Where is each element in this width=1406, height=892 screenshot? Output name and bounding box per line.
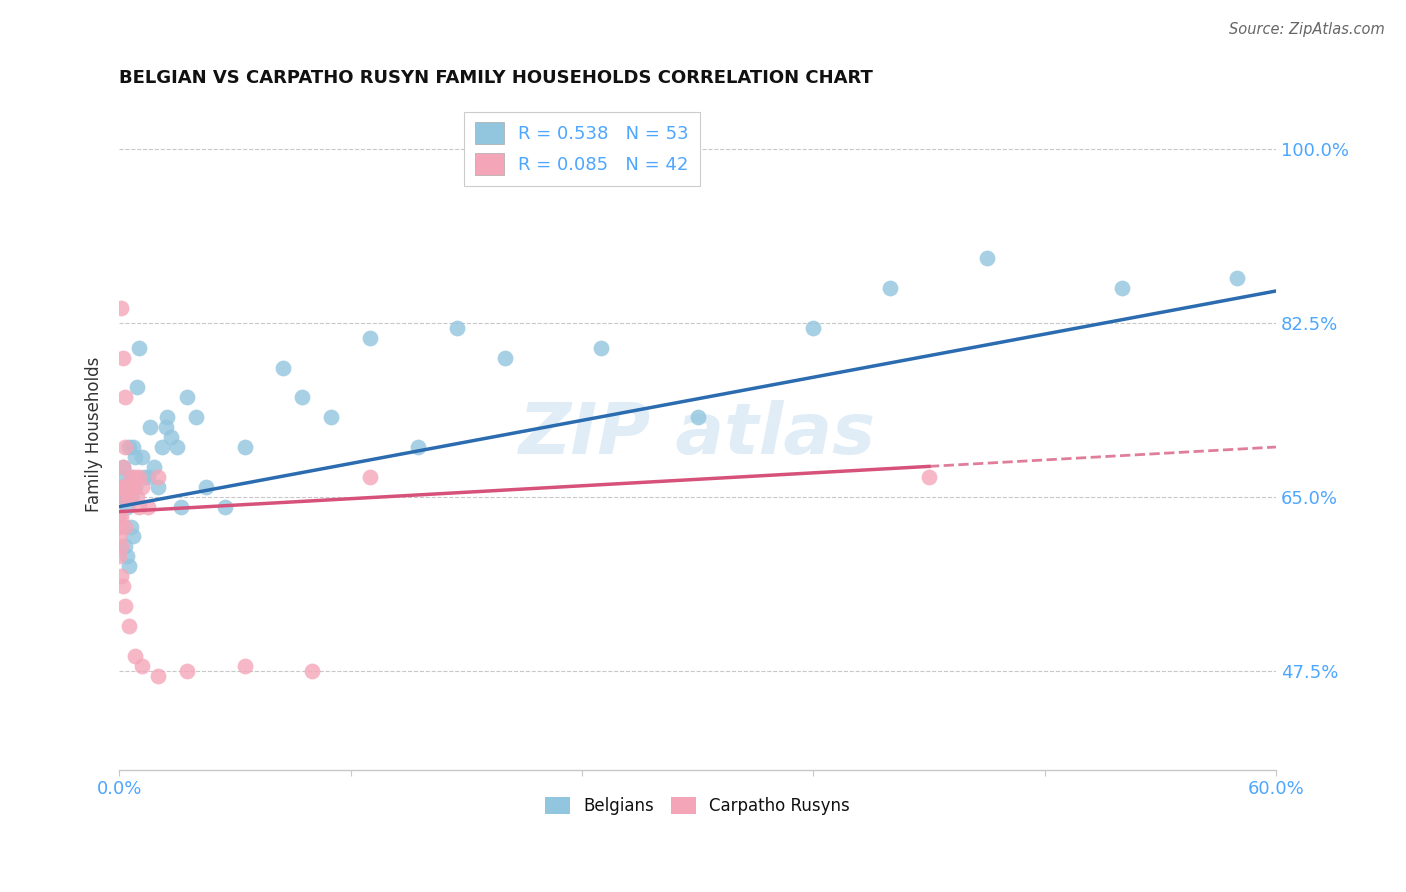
- Point: [128, 470, 150, 484]
- Point: [801, 320, 824, 334]
- Point: [446, 320, 468, 334]
- Point: [118, 480, 141, 494]
- Point: [879, 281, 901, 295]
- Point: [1111, 281, 1133, 295]
- Point: [114, 480, 136, 494]
- Point: [195, 480, 218, 494]
- Point: [406, 440, 429, 454]
- Point: [359, 331, 381, 345]
- Point: [143, 459, 166, 474]
- Point: [136, 470, 159, 484]
- Point: [359, 470, 381, 484]
- Point: [321, 410, 343, 425]
- Point: [918, 470, 941, 484]
- Point: [114, 390, 136, 404]
- Text: ZIP atlas: ZIP atlas: [519, 401, 876, 469]
- Point: [186, 410, 208, 425]
- Point: [125, 490, 148, 504]
- Point: [114, 519, 136, 533]
- Point: [110, 301, 132, 315]
- Point: [115, 480, 138, 494]
- Point: [121, 529, 143, 543]
- Point: [118, 619, 141, 633]
- Point: [128, 500, 150, 514]
- Point: [139, 420, 162, 434]
- Point: [114, 490, 136, 504]
- Text: BELGIAN VS CARPATHO RUSYN FAMILY HOUSEHOLDS CORRELATION CHART: BELGIAN VS CARPATHO RUSYN FAMILY HOUSEHO…: [120, 69, 873, 87]
- Point: [120, 470, 142, 484]
- Point: [124, 648, 146, 663]
- Point: [1226, 271, 1249, 285]
- Point: [686, 410, 709, 425]
- Point: [114, 540, 136, 554]
- Point: [115, 480, 138, 494]
- Point: [115, 480, 138, 494]
- Point: [131, 658, 153, 673]
- Point: [118, 559, 141, 574]
- Point: [112, 490, 135, 504]
- Point: [494, 351, 516, 365]
- Point: [112, 459, 135, 474]
- Point: [115, 549, 138, 564]
- Point: [114, 440, 136, 454]
- Point: [150, 440, 173, 454]
- Point: [120, 480, 142, 494]
- Point: [156, 410, 179, 425]
- Point: [146, 480, 169, 494]
- Point: [108, 529, 131, 543]
- Point: [125, 380, 148, 394]
- Point: [121, 440, 143, 454]
- Point: [176, 390, 198, 404]
- Point: [131, 450, 153, 464]
- Point: [110, 540, 132, 554]
- Point: [115, 500, 138, 514]
- Point: [134, 470, 156, 484]
- Point: [110, 480, 132, 494]
- Point: [120, 519, 142, 533]
- Point: [233, 658, 256, 673]
- Point: [110, 480, 132, 494]
- Point: [170, 500, 193, 514]
- Point: [118, 490, 141, 504]
- Point: [155, 420, 177, 434]
- Point: [166, 440, 188, 454]
- Point: [233, 440, 256, 454]
- Text: Source: ZipAtlas.com: Source: ZipAtlas.com: [1229, 22, 1385, 37]
- Point: [124, 450, 146, 464]
- Point: [118, 480, 141, 494]
- Point: [124, 470, 146, 484]
- Point: [120, 490, 142, 504]
- Point: [146, 470, 169, 484]
- Point: [136, 500, 159, 514]
- Point: [291, 390, 314, 404]
- Point: [131, 480, 153, 494]
- Point: [128, 341, 150, 355]
- Point: [120, 470, 142, 484]
- Legend: Belgians, Carpatho Rusyns: Belgians, Carpatho Rusyns: [538, 790, 856, 822]
- Point: [176, 664, 198, 678]
- Point: [976, 251, 998, 265]
- Point: [115, 480, 138, 494]
- Point: [112, 459, 135, 474]
- Point: [591, 341, 613, 355]
- Point: [112, 351, 135, 365]
- Point: [110, 509, 132, 524]
- Point: [271, 360, 294, 375]
- Point: [301, 664, 323, 678]
- Point: [112, 490, 135, 504]
- Point: [118, 440, 141, 454]
- Point: [112, 579, 135, 593]
- Point: [110, 569, 132, 583]
- Point: [108, 509, 131, 524]
- Point: [121, 480, 143, 494]
- Point: [160, 430, 183, 444]
- Point: [108, 549, 131, 564]
- Point: [114, 470, 136, 484]
- Point: [108, 519, 131, 533]
- Point: [124, 480, 146, 494]
- Point: [114, 599, 136, 613]
- Point: [214, 500, 236, 514]
- Y-axis label: Family Households: Family Households: [86, 357, 103, 512]
- Point: [146, 668, 169, 682]
